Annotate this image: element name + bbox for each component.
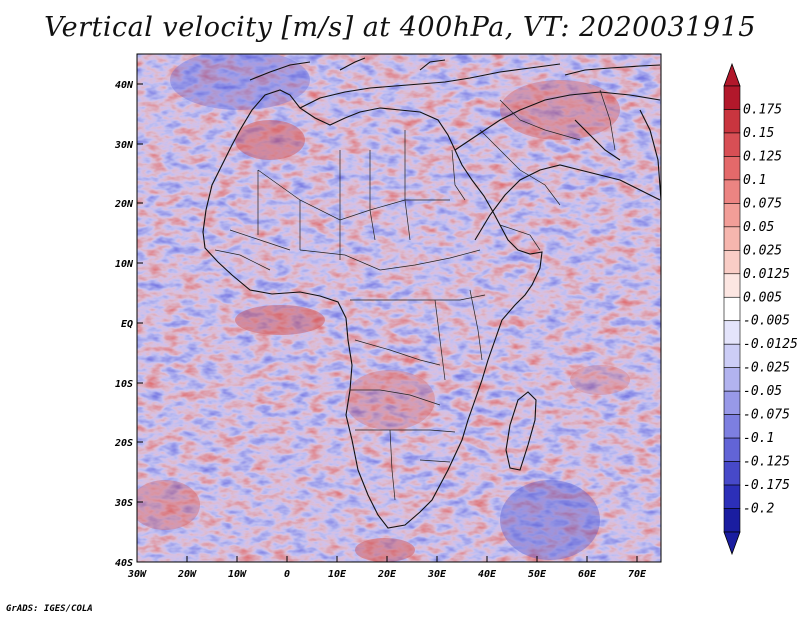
footer-credit: GrADS: IGES/COLA — [6, 604, 93, 614]
map-title: Vertical velocity [m/s] at 400hPa, VT: 2… — [44, 12, 756, 43]
colorbar-segment — [723, 226, 741, 251]
colorbar-segment — [723, 484, 741, 509]
colorbar-bottom-arrow — [723, 531, 741, 556]
lat-label: 20N — [114, 199, 134, 210]
colorbar-label: -0.05 — [743, 384, 782, 399]
lon-label: 30E — [427, 569, 447, 580]
colorbar-label: 0.1 — [743, 173, 766, 188]
plot-frame — [136, 53, 662, 563]
lon-label: 10E — [328, 569, 347, 580]
colorbar: 0.175 0.15 0.125 0.1 0.075 0.05 0.025 0.0125 0.0… — [723, 62, 798, 556]
axis-ticks — [136, 83, 638, 563]
velocity-field — [137, 54, 661, 562]
lon-label: 0 — [284, 569, 290, 580]
colorbar-label: -0.2 — [743, 502, 774, 517]
colorbar-segment — [723, 343, 741, 368]
coastlines — [202, 57, 661, 529]
colorbar-segment — [723, 437, 741, 462]
colorbar-segment — [723, 273, 741, 298]
colorbar-label: 0.025 — [743, 243, 782, 258]
colorbar-label: -0.005 — [743, 314, 790, 329]
colorbar-label: 0.0125 — [743, 267, 790, 282]
colorbar-segment — [723, 132, 741, 157]
lon-label: 70E — [628, 569, 647, 580]
lon-label: 20W — [177, 569, 197, 580]
lon-label: 40E — [478, 569, 497, 580]
lon-labels: 30W 20W 10W 0 10E 20E 30E 40E 50E 60E 70… — [127, 569, 647, 580]
colorbar-segment — [723, 179, 741, 204]
colorbar-segment — [723, 250, 741, 275]
lon-label: 30W — [127, 569, 147, 580]
lat-label: 10S — [115, 379, 133, 390]
colorbar-segment — [723, 390, 741, 415]
colorbar-label: 0.075 — [743, 196, 782, 211]
colorbar-label: 0.125 — [743, 149, 782, 164]
colorbar-segment — [723, 414, 741, 439]
colorbar-segment — [723, 508, 741, 533]
colorbar-segment — [723, 461, 741, 486]
lat-labels: 40N 30N 20N 10N EQ 10S 20S 30S 40S — [114, 80, 134, 569]
lon-label: 20E — [377, 569, 397, 580]
lat-label: 40S — [115, 558, 133, 569]
country-borders — [214, 89, 616, 501]
lon-label: 10W — [228, 569, 247, 580]
lat-label: EQ — [121, 319, 133, 330]
colorbar-segment — [723, 203, 741, 228]
colorbar-top-arrow — [723, 62, 741, 87]
colorbar-segment — [723, 367, 741, 392]
colorbar-label: -0.025 — [743, 361, 790, 376]
lat-label: 20S — [114, 438, 133, 449]
colorbar-segment — [723, 156, 741, 181]
colorbar-label: -0.0125 — [743, 337, 798, 352]
lat-label: 30S — [114, 498, 133, 509]
lat-label: 30N — [114, 140, 134, 151]
colorbar-label: 0.005 — [743, 290, 782, 305]
lat-label: 10N — [115, 259, 134, 270]
lat-label: 40N — [115, 80, 134, 91]
colorbar-segment — [723, 296, 741, 322]
colorbar-label: -0.175 — [743, 478, 790, 493]
colorbar-segment — [723, 85, 741, 110]
colorbar-label: -0.075 — [743, 408, 790, 423]
colorbar-segment — [723, 109, 741, 134]
lon-label: 50E — [528, 569, 547, 580]
colorbar-label: -0.125 — [743, 455, 790, 470]
colorbar-label: 0.05 — [743, 220, 774, 235]
colorbar-label: 0.175 — [743, 102, 782, 117]
colorbar-label: -0.1 — [743, 431, 774, 446]
colorbar-label: 0.15 — [743, 126, 774, 141]
colorbar-segment — [723, 320, 741, 345]
lon-label: 60E — [578, 569, 597, 580]
